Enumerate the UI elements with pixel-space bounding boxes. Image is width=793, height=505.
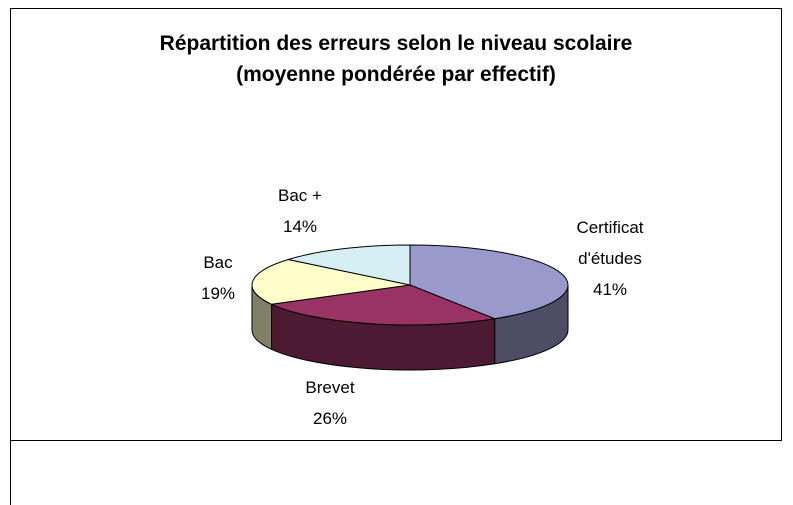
slice-label: Bac + 14%: [250, 180, 350, 242]
slice-label: Certificat d'études 41%: [560, 212, 660, 305]
value-label: 14%: [282, 217, 318, 236]
slice: [251, 258, 411, 305]
slice-label: Brevet 26%: [280, 372, 380, 434]
slice-label: Bac 19%: [168, 247, 268, 309]
category-label: Brevet: [305, 378, 355, 397]
category-label: Bac +: [278, 186, 322, 205]
value-label: 19%: [200, 284, 236, 303]
chart-title: Répartition des erreurs selon le niveau …: [160, 32, 633, 55]
category-label: Bac: [203, 253, 233, 272]
slice: [269, 284, 497, 326]
value-label: 41%: [592, 280, 628, 299]
category-label: Certificat d'études: [576, 218, 644, 268]
chart-subtitle: (moyenne pondérée par effectif): [236, 63, 556, 86]
chart-frame: [10, 8, 782, 441]
value-label: 26%: [312, 409, 348, 428]
slice: [288, 244, 411, 286]
